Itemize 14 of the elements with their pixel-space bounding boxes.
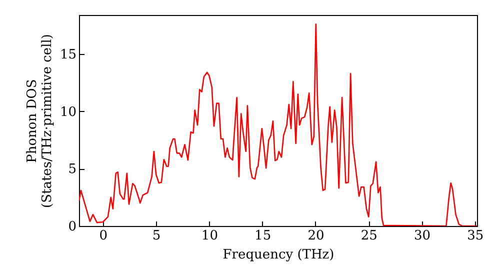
x-axis-title: Frequency (THz) [222,248,334,262]
y-tick-label: 10 [60,104,76,120]
x-tick-label: 25 [360,228,378,244]
line-series [79,24,477,226]
y-tick-label: 15 [60,47,76,62]
x-tick-label: 35 [467,228,484,244]
x-tick-label: 30 [414,228,431,244]
x-tick-label: 5 [152,228,161,244]
y-tick-label: 5 [68,162,76,178]
x-tick-label: 10 [201,228,218,244]
x-tick-label: 20 [308,228,324,244]
x-tick-label: 15 [254,228,272,244]
y-axis-title: Phonon DOS (States/THz·primitive cell) [24,34,55,208]
x-tick-label: 0 [99,228,108,244]
